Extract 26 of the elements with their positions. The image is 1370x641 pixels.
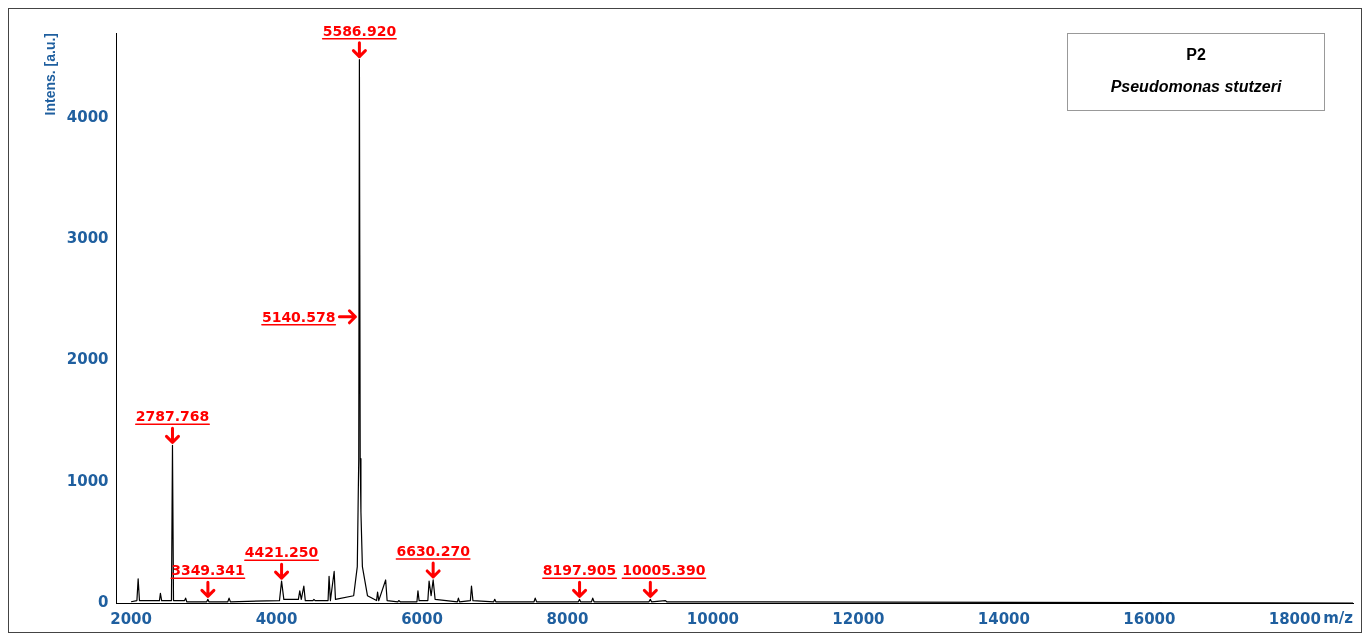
annotation: 10005.390 (622, 562, 706, 579)
annotation: 4421.250 (244, 544, 319, 561)
x-tick-label: 16000 (1123, 609, 1176, 628)
y-tick-label: 2000 (66, 350, 109, 369)
y-tick-label: 4000 (66, 107, 109, 126)
y-tick-label: 0 (98, 592, 109, 611)
y-tick-label: 3000 (66, 229, 109, 248)
x-tick-label: 18000 (1268, 609, 1321, 628)
y-tick-label: 1000 (66, 471, 109, 490)
info-box: P2 Pseudomonas stutzeri (1067, 33, 1325, 111)
x-axis-title: m/z (1323, 608, 1354, 627)
annotation: Pseudomonas stutzeri (1109, 78, 1283, 96)
annotation: 2787.768 (135, 408, 210, 425)
x-tick-label: 4000 (255, 609, 298, 628)
x-tick-label: 14000 (977, 609, 1030, 628)
annotation: 5140.578 (261, 308, 336, 325)
annotation: 5586.920 (322, 22, 397, 39)
annotation: P2 (1185, 46, 1207, 64)
annotation: 8197.905 (542, 562, 617, 579)
x-tick-label: 8000 (546, 609, 589, 628)
y-axis-title: Intens. [a.u.] (42, 33, 59, 116)
x-tick-label: 12000 (832, 609, 885, 628)
x-tick-label: 10000 (686, 609, 740, 628)
annotation: 6630.270 (396, 542, 471, 559)
x-tick-label: 2000 (110, 609, 152, 628)
x-tick-label: 6000 (401, 609, 443, 628)
